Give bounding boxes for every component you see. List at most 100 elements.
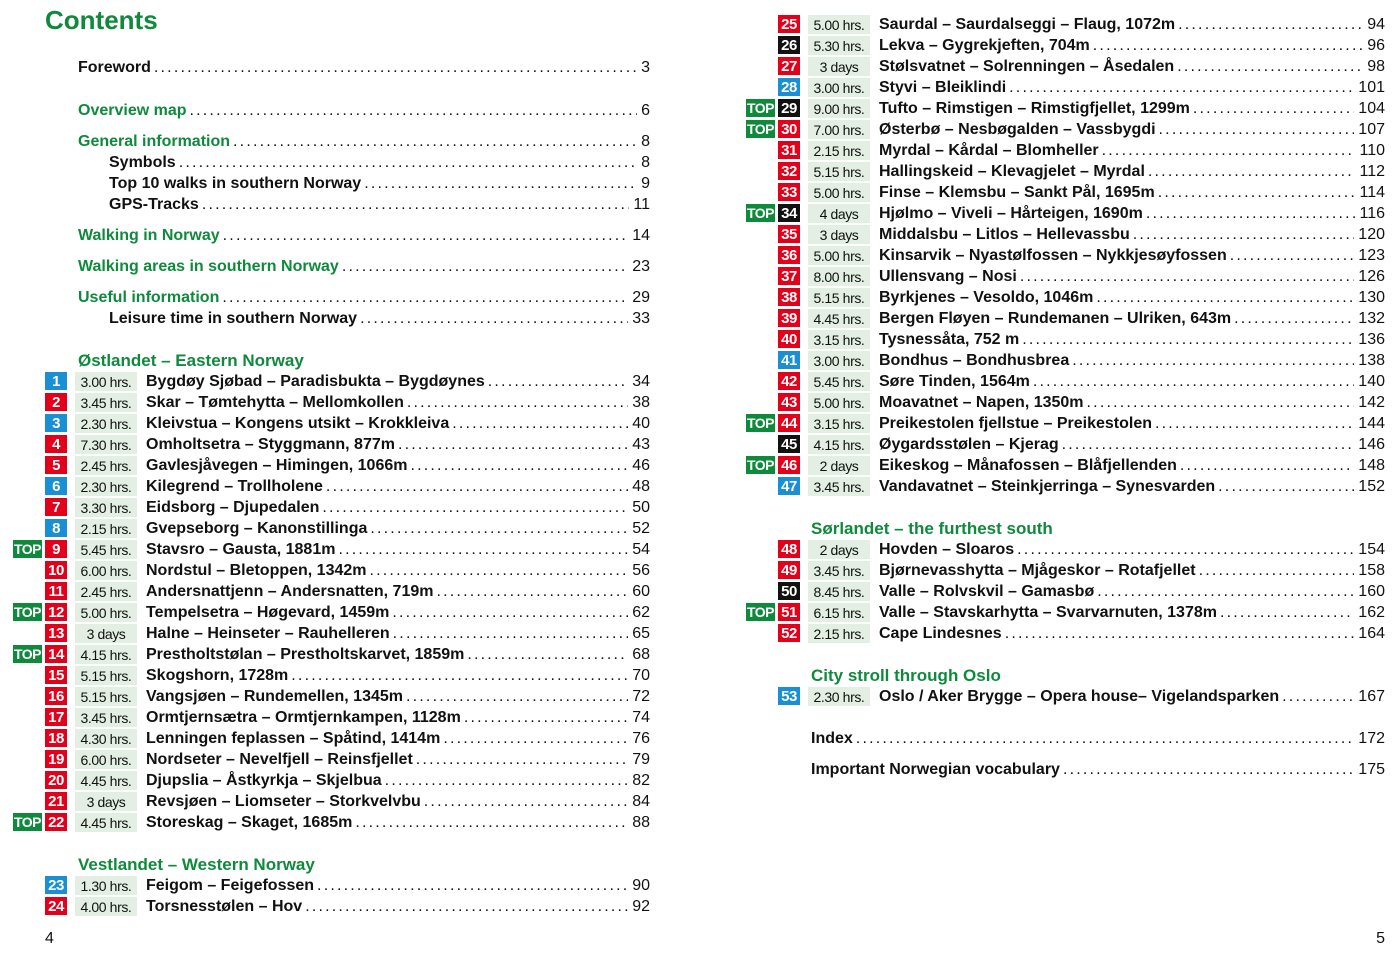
entry-page-number: 162 — [1358, 603, 1385, 621]
walk-number-badge: 1 — [45, 372, 67, 390]
dot-leader: ........................................… — [1009, 78, 1355, 96]
entry-page-number: 60 — [632, 582, 650, 600]
walk-entry[interactable]: 3 2.30 hrs. Kleivstua – Kongens utsikt – K… — [0, 413, 660, 434]
entry-title: Hjølmo – Viveli – Hårteigen, 1690m — [879, 204, 1143, 222]
walk-entry[interactable]: 8 2.15 hrs. Gvepseborg – Kanonstillinga...… — [0, 518, 660, 539]
walk-entry[interactable]: TOP 44 3.15 hrs. Preikestolen fjellstue – P… — [733, 413, 1393, 434]
walk-entry[interactable]: TOP 22 4.45 hrs. Storeskag – Skaget, 1685m.… — [0, 812, 660, 833]
walk-entry[interactable]: 43 5.00 hrs. Moavatnet – Napen, 1350m.....… — [733, 392, 1393, 413]
walk-entry[interactable]: 18 4.30 hrs. Lenningen feplassen – Spåtind… — [0, 728, 660, 749]
walk-entry[interactable]: 49 3.45 hrs. Bjørnevasshytta – Mjågeskor –… — [733, 560, 1393, 581]
entry-page-number: 94 — [1367, 15, 1385, 33]
walk-entry[interactable]: TOP 29 9.00 hrs. Tufto – Rimstigen – Rimsti… — [733, 98, 1393, 119]
toc-entry[interactable]: Leisure time in southern Norway.........… — [0, 308, 660, 329]
entry-page-number: 172 — [1358, 729, 1385, 747]
walk-entry[interactable]: 1 3.00 hrs. Bygdøy Sjøbad – Paradisbukta –… — [0, 371, 660, 392]
walk-entry[interactable]: 32 5.15 hrs. Hallingskeid – Klevagjelet – … — [733, 161, 1393, 182]
walk-entry[interactable]: 33 5.00 hrs. Finse – Klemsbu – Sankt Pål, … — [733, 182, 1393, 203]
walk-entry[interactable]: 6 2.30 hrs. Kilegrend – Trollholene.......… — [0, 476, 660, 497]
dot-leader: ........................................… — [1158, 120, 1355, 138]
walk-entry[interactable]: TOP 51 6.15 hrs. Valle – Stavskarhytta – Sv… — [733, 602, 1393, 623]
entry-title: Torsnesstølen – Hov — [146, 897, 303, 915]
walk-entry[interactable]: 21 3 days Revsjøen – Liomseter – Storkvelv… — [0, 791, 660, 812]
walk-number-badge: 46 — [778, 456, 800, 474]
walk-entry[interactable]: 5 2.45 hrs. Gavlesjåvegen – Himingen, 1066… — [0, 455, 660, 476]
walk-entry[interactable]: TOP 14 4.15 hrs. Prestholtstølan – Presthol… — [0, 644, 660, 665]
entry-title: GPS-Tracks — [109, 195, 199, 213]
toc-entry[interactable]: Walking in Norway.......................… — [0, 225, 660, 246]
walk-entry[interactable]: 45 4.15 hrs. Øygardsstølen – Kjerag.......… — [733, 434, 1393, 455]
walk-entry[interactable]: 38 5.15 hrs. Byrkjenes – Vesoldo, 1046m...… — [733, 287, 1393, 308]
toc-entry[interactable]: Overview map............................… — [0, 100, 660, 121]
walk-entry[interactable]: 41 3.00 hrs. Bondhus – Bondhusbrea........… — [733, 350, 1393, 371]
walk-entry[interactable]: TOP 34 4 days Hjølmo – Viveli – Hårteigen, … — [733, 203, 1393, 224]
entry-title: Overview map — [78, 101, 187, 119]
walk-entry[interactable]: 19 6.00 hrs. Nordseter – Nevelfjell – Rein… — [0, 749, 660, 770]
walk-number-badge: 38 — [778, 288, 800, 306]
walk-entry[interactable]: 42 5.45 hrs. Søre Tinden, 1564m...........… — [733, 371, 1393, 392]
walk-entry[interactable]: 31 2.15 hrs. Myrdal – Kårdal – Blomheller.… — [733, 140, 1393, 161]
toc-entry[interactable]: Foreword................................… — [0, 57, 660, 78]
walk-entry[interactable]: 16 5.15 hrs. Vangsjøen – Rundemellen, 1345… — [0, 686, 660, 707]
walk-entry[interactable]: 35 3 days Middalsbu – Litlos – Hellevassbu… — [733, 224, 1393, 245]
dot-leader: ........................................… — [325, 477, 629, 495]
entry-title: Kleivstua – Kongens utsikt – Krokkleiva — [146, 414, 450, 432]
walk-entry[interactable]: 10 6.00 hrs. Nordstul – Bletoppen, 1342m..… — [0, 560, 660, 581]
walk-entry[interactable]: 17 3.45 hrs. Ormtjernsætra – Ormtjernkampe… — [0, 707, 660, 728]
walk-entry[interactable]: 36 5.00 hrs. Kinsarvik – Nyastølfossen – N… — [733, 245, 1393, 266]
entry-title: Lekva – Gygrekjeften, 704m — [879, 36, 1090, 54]
walk-entry[interactable]: 24 4.00 hrs. Torsnesstølen – Hov..........… — [0, 896, 660, 917]
walk-entry[interactable]: 13 3 days Halne – Heinseter – Rauhelleren.… — [0, 623, 660, 644]
dot-leader: ........................................… — [201, 195, 630, 213]
walk-entry[interactable]: 11 2.45 hrs. Andersnattjenn – Andersnatten… — [0, 581, 660, 602]
toc-entry[interactable]: Index...................................… — [733, 728, 1393, 749]
entry-title: Skogshorn, 1728m — [146, 666, 289, 684]
walk-entry[interactable]: 4 7.30 hrs. Omholtsetra – Styggmann, 877m.… — [0, 434, 660, 455]
walk-entry[interactable]: 25 5.00 hrs. Saurdal – Saurdalseggi – Flau… — [733, 14, 1393, 35]
walk-entry[interactable]: 53 2.30 hrs. Oslo / Aker Brygge – Opera ho… — [733, 686, 1393, 707]
toc-entry[interactable]: Walking areas in southern Norway........… — [0, 256, 660, 277]
walk-entry[interactable]: 39 4.45 hrs. Bergen Fløyen – Rundemanen – … — [733, 308, 1393, 329]
walk-entry[interactable]: 48 2 days Hovden – Sloaros................… — [733, 539, 1393, 560]
walk-entry[interactable]: TOP 30 7.00 hrs. Østerbø – Nesbøgalden – Va… — [733, 119, 1393, 140]
entry-page-number: 138 — [1358, 351, 1385, 369]
walk-duration: 4.45 hrs. — [75, 771, 137, 790]
entry-title: Gavlesjåvegen – Himingen, 1066m — [146, 456, 408, 474]
walk-number-badge: 2 — [45, 393, 67, 411]
entry-page-number: 54 — [632, 540, 650, 558]
dot-leader: ........................................… — [1155, 414, 1355, 432]
walk-duration: 3.00 hrs. — [808, 78, 870, 97]
entry-page-number: 136 — [1358, 330, 1385, 348]
toc-entry[interactable]: Useful information......................… — [0, 287, 660, 308]
dot-leader: ........................................… — [1086, 393, 1355, 411]
walk-entry[interactable]: TOP 12 5.00 hrs. Tempelsetra – Høgevard, 14… — [0, 602, 660, 623]
dot-leader: ........................................… — [384, 771, 629, 789]
walk-entry[interactable]: TOP 46 2 days Eikeskog – Månafossen – Blåfj… — [733, 455, 1393, 476]
walk-entry[interactable]: 26 5.30 hrs. Lekva – Gygrekjeften, 704m...… — [733, 35, 1393, 56]
walk-number-badge: 47 — [778, 477, 800, 495]
entry-title: Ormtjernsætra – Ormtjernkampen, 1128m — [146, 708, 461, 726]
walk-entry[interactable]: 27 3 days Stølsvatnet – Solrenningen – Åse… — [733, 56, 1393, 77]
walk-entry[interactable]: 28 3.00 hrs. Styvi – Bleiklindi...........… — [733, 77, 1393, 98]
walk-entry[interactable]: 20 4.45 hrs. Djupslia – Åstkyrkja – Skjelb… — [0, 770, 660, 791]
walk-entry[interactable]: 40 3.15 hrs. Tysnessåta, 752 m............… — [733, 329, 1393, 350]
entry-page-number: 152 — [1358, 477, 1385, 495]
walk-entry[interactable]: TOP 9 5.45 hrs. Stavsro – Gausta, 1881m....… — [0, 539, 660, 560]
entry-title: Østerbø – Nesbøgalden – Vassbygdi — [879, 120, 1156, 138]
toc-entry[interactable]: Symbols.................................… — [0, 152, 660, 173]
toc-entry[interactable]: Important Norwegian vocabulary..........… — [733, 759, 1393, 780]
toc-entry[interactable]: GPS-Tracks..............................… — [0, 194, 660, 215]
toc-entry[interactable]: Top 10 walks in southern Norway.........… — [0, 173, 660, 194]
walk-entry[interactable]: 50 8.45 hrs. Valle – Rolvskvil – Gamasbø..… — [733, 581, 1393, 602]
walk-entry[interactable]: 37 8.00 hrs. Ullensvang – Nosi............… — [733, 266, 1393, 287]
walk-entry[interactable]: 7 3.30 hrs. Eidsborg – Djupedalen.........… — [0, 497, 660, 518]
entry-title: Vandavatnet – Steinkjerringa – Synesvard… — [879, 477, 1216, 495]
walk-entry[interactable]: 23 1.30 hrs. Feigom – Feigefossen.........… — [0, 875, 660, 896]
walk-entry[interactable]: 52 2.15 hrs. Cape Lindesnes...............… — [733, 623, 1393, 644]
entry-title: Ullensvang – Nosi — [879, 267, 1017, 285]
walk-entry[interactable]: 47 3.45 hrs. Vandavatnet – Steinkjerringa … — [733, 476, 1393, 497]
walk-entry[interactable]: 15 5.15 hrs. Skogshorn, 1728m.............… — [0, 665, 660, 686]
toc-entry[interactable]: General information.....................… — [0, 131, 660, 152]
walk-entry[interactable]: 2 3.45 hrs. Skar – Tømtehytta – Mellomkoll… — [0, 392, 660, 413]
entry-title: Tempelsetra – Høgevard, 1459m — [146, 603, 390, 621]
